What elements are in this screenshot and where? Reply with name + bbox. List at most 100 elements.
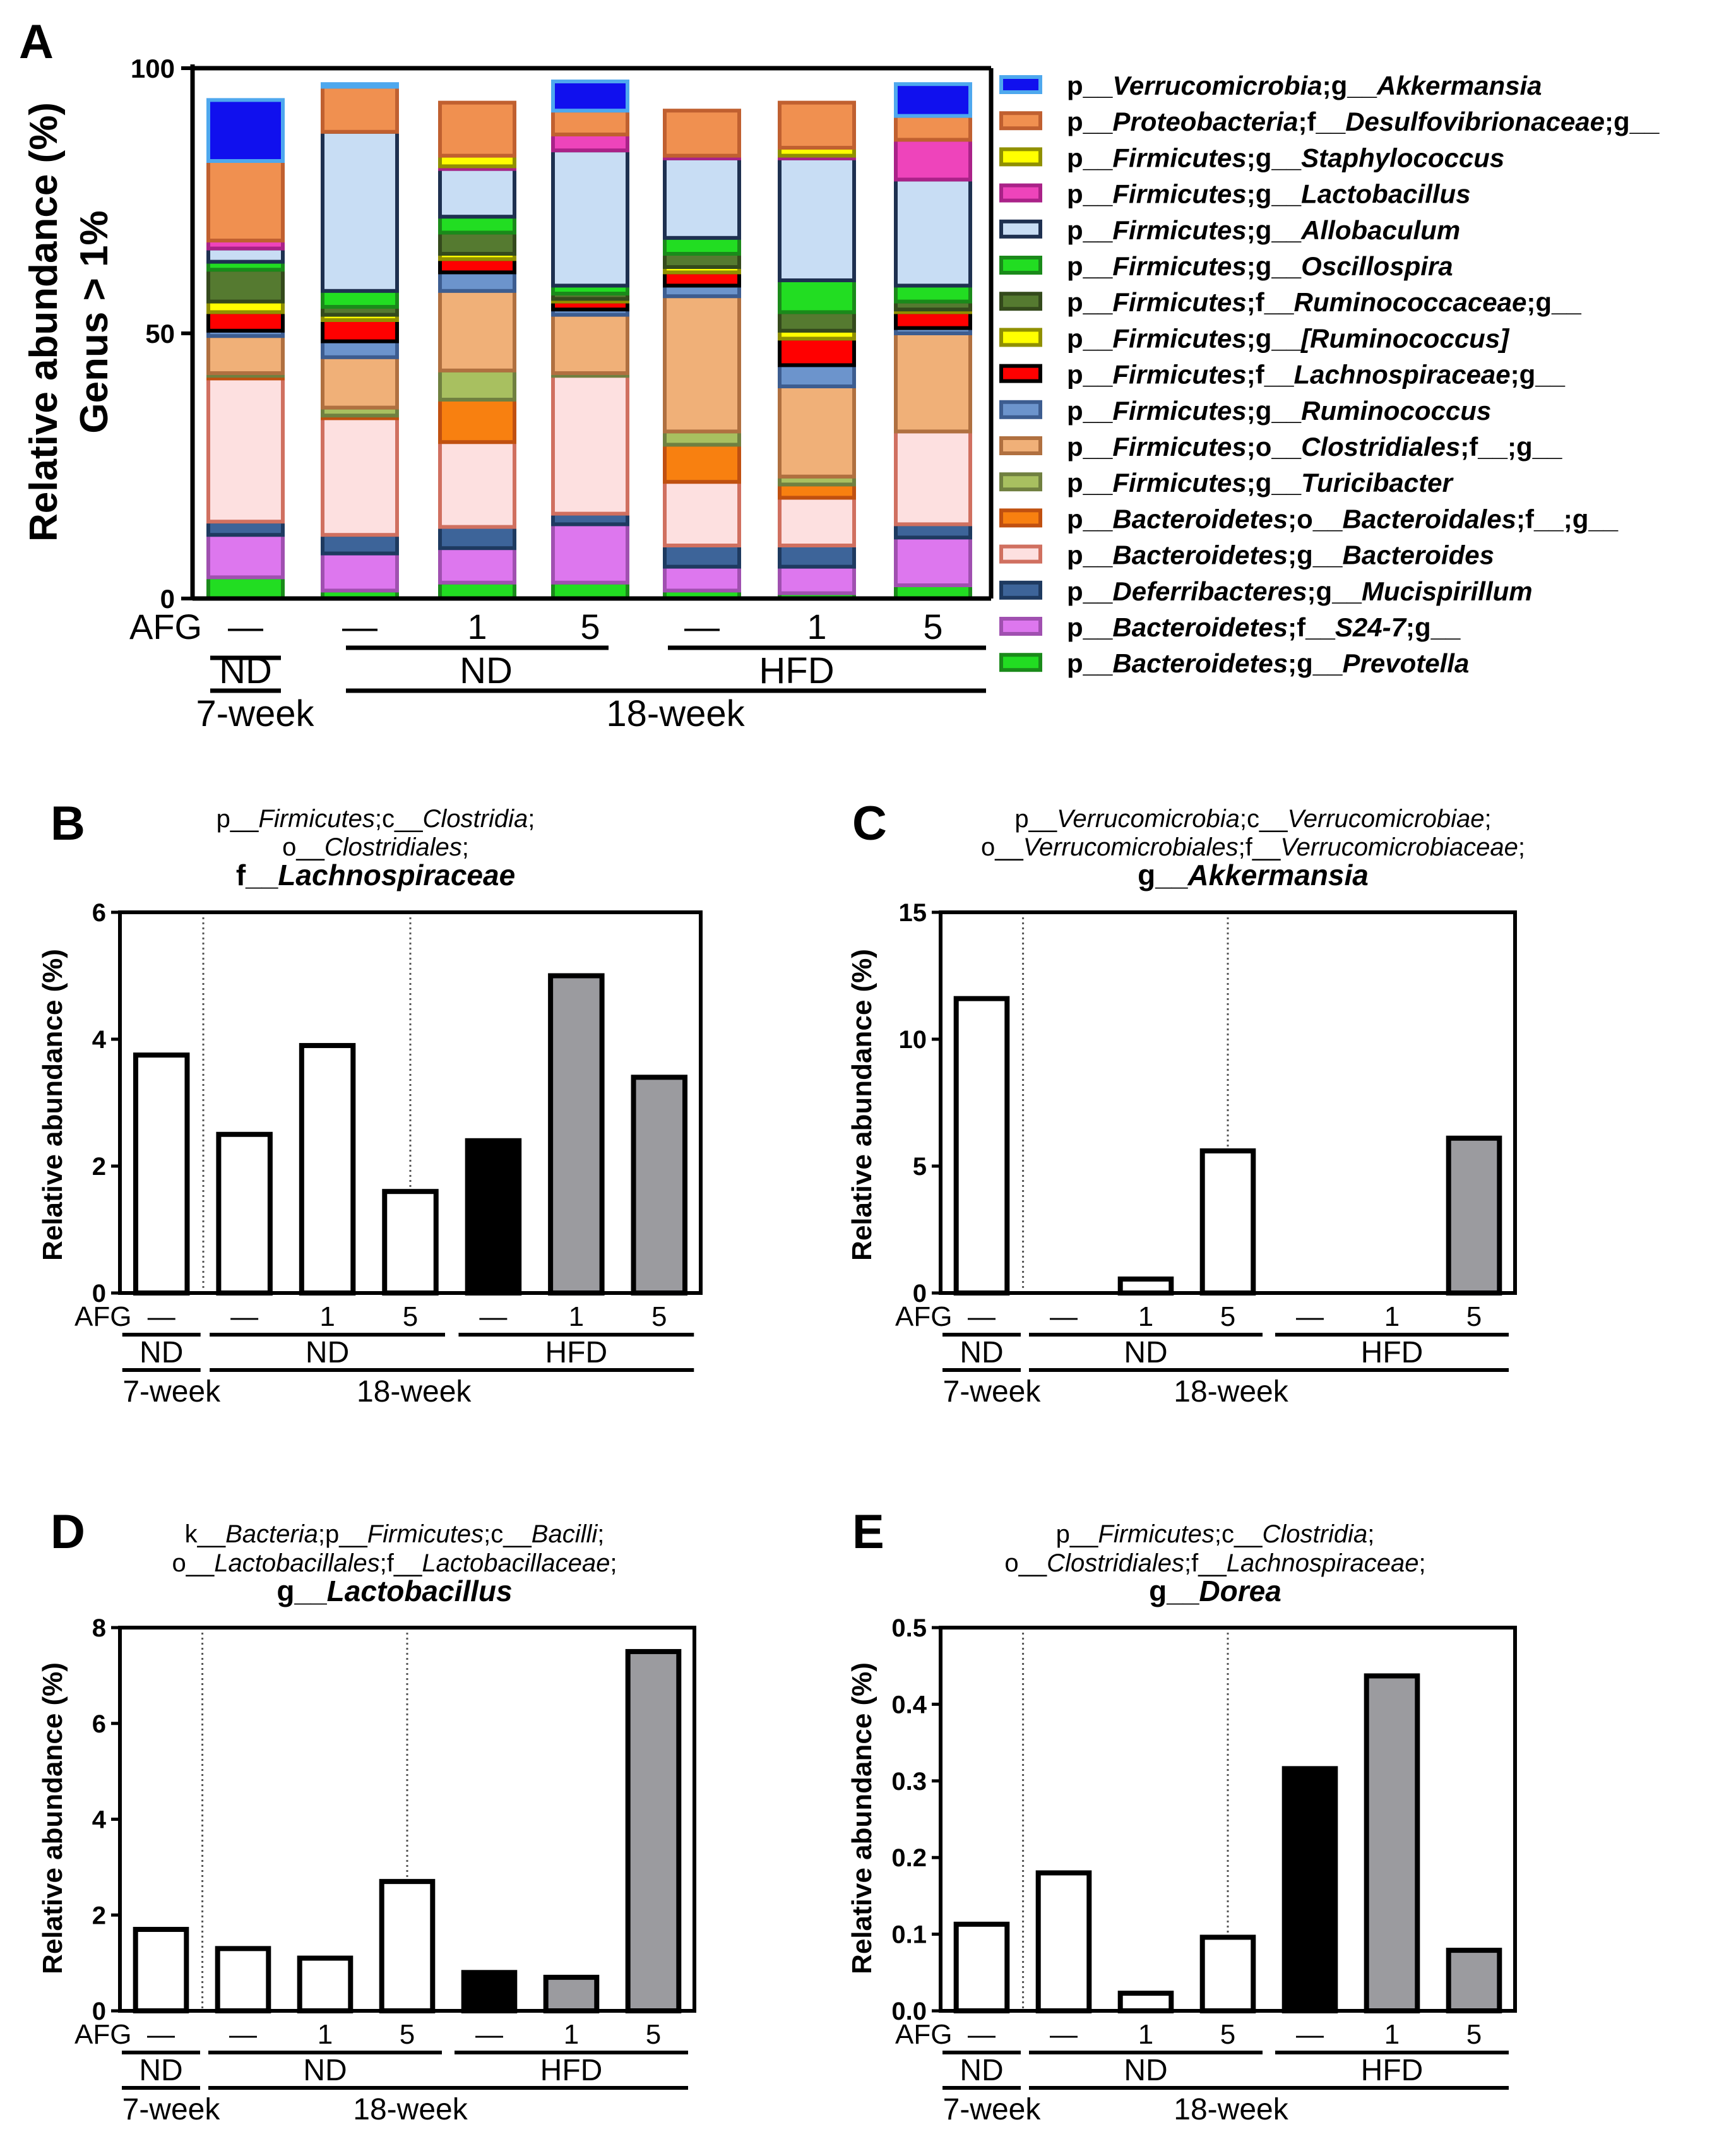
panel-a-afg-dose: — <box>342 607 378 646</box>
panel-a-age-7wk: 7-week <box>196 693 315 734</box>
bar <box>1199 1148 1256 1296</box>
afg-dose: 5 <box>1220 2019 1235 2050</box>
legend-label: p__Firmicutes;o__Clostridiales;f__;g__ <box>1067 432 1562 462</box>
panel-a-afg-dose: — <box>684 607 720 646</box>
legend-label: p__Deferribacteres;g__Mucispirillum <box>1067 576 1533 606</box>
panel-a-bar-segment <box>551 148 629 288</box>
age-7wk: 7-week <box>122 1375 221 1409</box>
panel-a-bar-segment <box>438 546 516 585</box>
bar <box>953 996 1010 1296</box>
legend-label: p__Firmicutes;g__Staphylococcus <box>1067 143 1504 172</box>
group-nd-7wk: ND <box>139 2054 182 2087</box>
panel-a-ylabel: Relative abundance (%) Genus > 1% <box>22 102 116 542</box>
panel-title-line2: o__Clostridiales;f__Lachnospiraceae; <box>1004 1549 1425 1577</box>
legend-label: p__Firmicutes;g__Lactobacillus <box>1067 179 1471 209</box>
panel-a-age-18wk: 18-week <box>606 693 745 734</box>
bar <box>1281 1766 1338 2013</box>
afg-dose: — <box>479 1301 507 1332</box>
afg-dose: — <box>1050 2019 1078 2050</box>
panel-a-bar-segment <box>663 156 741 240</box>
afg-dose: — <box>1296 2019 1324 2050</box>
panel-a-afg-dose: 1 <box>807 607 826 646</box>
panel-a-afg-doses: — — 1 5 — 1 5 <box>228 607 943 646</box>
panel-a-plot: 0 50 100 <box>131 54 994 614</box>
age-18wk: 18-week <box>1174 1375 1288 1409</box>
afg-dose: 5 <box>400 2019 415 2050</box>
legend-swatch <box>999 472 1042 492</box>
bar <box>625 1648 682 2013</box>
ytick-label: 8 <box>92 1614 106 1642</box>
group-hfd: HFD <box>1361 2054 1424 2087</box>
panel-a-bar-segment <box>778 384 856 479</box>
panel-ylabel: Relative abundance (%) <box>37 1662 68 1974</box>
legend-swatch <box>999 544 1042 564</box>
panel-a-bar-segment <box>438 257 516 275</box>
panel-a-bar-segment <box>663 443 741 484</box>
panel-a-bar-segment <box>321 318 399 343</box>
bar <box>1117 1991 1174 2013</box>
legend-swatch <box>999 617 1042 636</box>
panel-a-bar-segment <box>894 177 972 288</box>
panel-a-bar-segment <box>321 355 399 410</box>
afg-dose: — <box>229 2019 257 2050</box>
legend-swatch <box>999 219 1042 239</box>
legend-swatch <box>999 400 1042 419</box>
age-7wk: 7-week <box>943 2093 1042 2126</box>
legend-label: p__Proteobacteria;f__Desulfovibrionaceae… <box>1067 107 1660 136</box>
afg-label: AFG <box>74 1301 131 1332</box>
panel-a-bar-segment <box>321 551 399 593</box>
age-18wk: 18-week <box>353 2093 468 2126</box>
afg-label: AFG <box>74 2019 131 2050</box>
legend-label: p__Firmicutes;g__Oscillospira <box>1067 251 1453 281</box>
legend-label: p__Firmicutes;f__Ruminococcaceae;g__ <box>1067 287 1581 317</box>
afg-dose: 5 <box>1466 1301 1482 1332</box>
panel-a-bar-segment <box>663 270 741 288</box>
panel-a-bar-segment <box>778 564 856 595</box>
bar <box>631 1075 688 1296</box>
panel-title-line3: g__Akkermansia <box>1138 859 1369 891</box>
group-nd-7wk: ND <box>140 1336 183 1369</box>
group-nd: ND <box>306 1336 349 1369</box>
plot-frame <box>939 910 1517 1295</box>
panel-a-bar-segment <box>778 482 856 500</box>
panel-a-afg-dose: — <box>228 607 263 646</box>
afg-dose: — <box>148 1301 175 1332</box>
legend-label: p__Bacteroidetes;f__S24-7;g__ <box>1067 612 1461 642</box>
legend-swatch <box>999 653 1042 672</box>
legend-label: p__Firmicutes;g__Turicibacter <box>1067 468 1454 498</box>
panel-a-bar-segment <box>778 337 856 367</box>
afg-dose: 1 <box>564 2019 579 2050</box>
panel-a-bar-segment <box>894 535 972 588</box>
bar <box>297 1955 354 2014</box>
panel-a-bar-segment <box>894 138 972 182</box>
group-nd-7wk: ND <box>960 1336 1003 1369</box>
panel-a-bar-segment <box>894 82 972 118</box>
plot-frame <box>118 910 703 1295</box>
panel-a-bar-segment <box>663 544 741 569</box>
afg-dose: — <box>230 1301 258 1332</box>
bar <box>379 1879 436 2013</box>
panel-a-bar-segment <box>778 310 856 333</box>
age-18wk: 18-week <box>357 1375 472 1409</box>
afg-dose: — <box>968 1301 996 1332</box>
panel-a-bar-segment <box>206 334 285 376</box>
panel-a-bar-segment <box>438 525 516 551</box>
ytick-label: 4 <box>92 1026 107 1054</box>
panel-a-bar-segment <box>206 159 285 242</box>
ytick-label: 4 <box>92 1806 107 1834</box>
panel-a-bar-segment <box>778 496 856 548</box>
legend-label: p__Bacteroidetes;g__Bacteroides <box>1067 540 1494 570</box>
plot-frame <box>939 1626 1517 2013</box>
panel-a-bar-segment <box>438 100 516 158</box>
panel-a-bar-segment <box>663 429 741 447</box>
panel-a-bar-segment <box>206 246 285 264</box>
bar <box>215 1946 271 2014</box>
legend-swatch <box>999 75 1042 94</box>
panel-a-afg-label: AFG <box>129 607 202 646</box>
afg-dose: — <box>147 2019 175 2050</box>
panel-title-line1: p__Firmicutes;c__Clostridia; <box>1056 1520 1375 1548</box>
legend-label: p__Firmicutes;f__Lachnospiraceae;g__ <box>1067 360 1566 390</box>
